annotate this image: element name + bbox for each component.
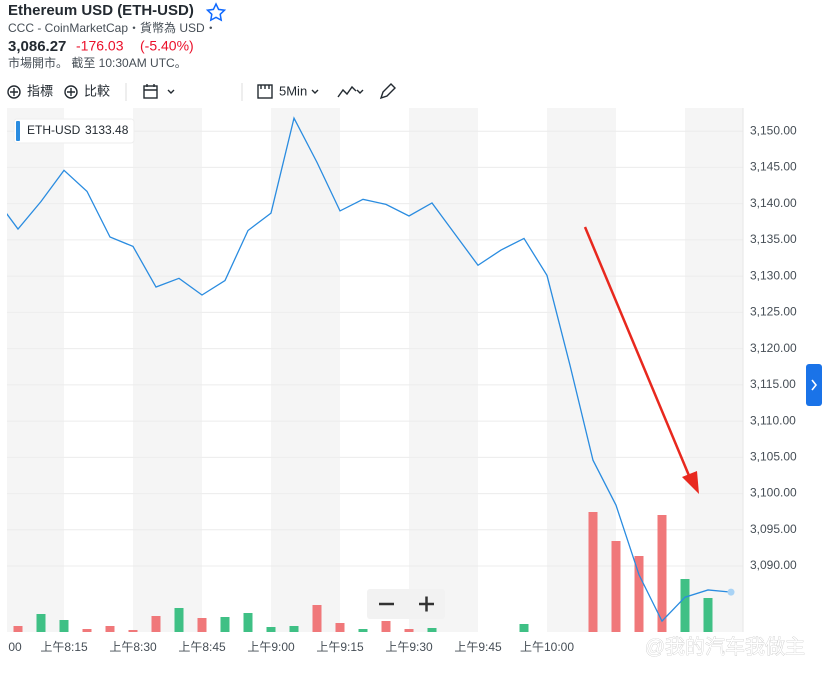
volume-bar (128, 630, 138, 632)
volume-bar (404, 629, 414, 632)
time-band (409, 108, 478, 632)
x-tick-label: 上午9:45 (454, 640, 502, 654)
date-range-button[interactable] (143, 84, 175, 99)
volume-bar (220, 617, 230, 632)
volume-bar (174, 608, 184, 632)
y-tick-label: 3,145.00 (750, 160, 797, 174)
volume-bar (59, 620, 69, 632)
y-tick-label: 3,110.00 (750, 413, 796, 427)
legend-swatch (16, 121, 20, 141)
draw-button[interactable] (379, 83, 396, 100)
y-tick-label: 3,150.00 (750, 123, 797, 137)
volume-bar (151, 616, 161, 632)
volume-bar (519, 624, 529, 632)
x-tick-label: 上午9:00 (247, 640, 295, 654)
volume-bar (427, 628, 437, 632)
y-tick-label: 3,105.00 (750, 450, 797, 464)
change: -176.03 (76, 38, 124, 54)
volume-bar (36, 614, 46, 632)
volume-bar (82, 629, 92, 632)
volume-bar (335, 623, 345, 632)
zoom-in[interactable] (419, 596, 434, 612)
legend-value: 3133.48 (85, 123, 129, 137)
watermark: @我的汽车我做主 (645, 635, 805, 658)
x-tick-label: 上午9:30 (385, 640, 433, 654)
y-tick-label: 3,095.00 (750, 522, 797, 536)
last-point (727, 588, 735, 596)
watchlist-star[interactable] (205, 2, 227, 22)
volume-bar (266, 627, 276, 632)
change-percent: (-5.40%) (140, 38, 194, 54)
legend-name: ETH-USD (27, 123, 81, 137)
chart-type-button[interactable] (337, 85, 364, 98)
volume-bar (197, 618, 207, 632)
time-band (7, 108, 64, 632)
y-tick-label: 3,120.00 (750, 341, 797, 355)
legend-box (13, 118, 135, 144)
time-band (133, 108, 202, 632)
volume-bar (611, 541, 621, 632)
compare-button[interactable]: 比較 (64, 83, 110, 99)
volume-bar (289, 626, 299, 632)
volume-bar (634, 556, 644, 632)
y-tick-label: 3,115.00 (750, 377, 796, 391)
compare-label: 比較 (84, 83, 110, 98)
y-tick-label: 3,140.00 (750, 196, 797, 210)
y-tick-label: 3,130.00 (750, 268, 797, 282)
volume-bar (13, 626, 23, 632)
volume-bar (680, 579, 690, 632)
zoom-controls (367, 589, 445, 619)
volume-bar (657, 515, 667, 632)
y-tick-label: 3,135.00 (750, 232, 797, 246)
time-band (547, 108, 616, 632)
market-status: 市場開市。 截至 10:30AM UTC。 (8, 55, 187, 70)
y-tick-label: 3,090.00 (750, 558, 797, 572)
annotation-arrow (583, 226, 692, 479)
x-tick-label: 上午9:15 (316, 640, 364, 654)
y-tick-label: 3,100.00 (750, 486, 797, 500)
annotation-arrowhead (682, 471, 699, 494)
volume-bar (105, 626, 115, 632)
y-tick-label: 3,125.00 (750, 305, 797, 319)
axes: 3,150.00 3,145.00 3,140.00 3,135.00 3,130.00… (8, 123, 797, 654)
time-bands (7, 108, 743, 632)
price: 3,086.27 (8, 38, 66, 55)
volume-bar (312, 605, 322, 632)
indicators-button[interactable]: 指標 (7, 83, 53, 99)
interval-button[interactable]: 5Min (257, 83, 319, 99)
indicators-label: 指標 (27, 83, 53, 98)
volume-bar (358, 629, 368, 632)
x-tick-label: 上午8:30 (109, 640, 157, 654)
volume-bar (588, 512, 598, 632)
time-band (271, 108, 340, 632)
side-panel-button[interactable] (806, 364, 822, 406)
x-tick-label: 00 (8, 640, 22, 654)
interval-label: 5Min (279, 83, 307, 98)
plot-area (7, 116, 743, 632)
time-band (685, 108, 743, 632)
x-tick-label: 上午8:15 (40, 640, 88, 654)
x-tick-label: 上午10:00 (520, 640, 574, 654)
x-tick-label: 上午8:45 (178, 640, 226, 654)
price-line (7, 116, 732, 623)
volume-bar (703, 598, 713, 632)
volume-bar (381, 621, 391, 632)
legend: ETH-USD 3133.48 (13, 118, 135, 144)
title: Ethereum USD (ETH-USD) (8, 2, 194, 19)
volume-bar (243, 613, 253, 632)
source: CCC - CoinMarketCap・貨幣為 USD・ (8, 20, 217, 35)
